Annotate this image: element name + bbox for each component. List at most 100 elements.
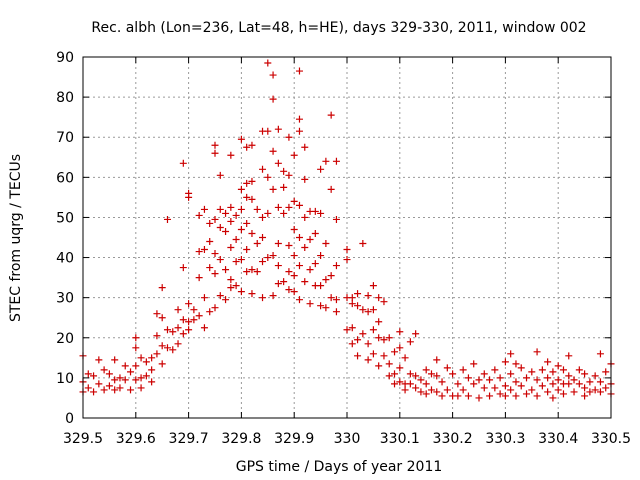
data-point xyxy=(132,376,140,384)
data-point xyxy=(322,157,330,165)
data-point xyxy=(185,300,193,308)
data-point xyxy=(237,225,245,233)
data-point xyxy=(512,360,520,368)
data-point xyxy=(211,270,219,278)
data-point xyxy=(391,380,399,388)
data-point xyxy=(206,308,214,316)
data-point xyxy=(449,370,457,378)
y-tick-label: 30 xyxy=(56,291,74,307)
data-point xyxy=(433,388,441,396)
data-point xyxy=(417,376,425,384)
data-points xyxy=(79,59,615,402)
data-point xyxy=(206,219,214,227)
data-point xyxy=(153,332,161,340)
x-tick-label: 330.3 xyxy=(485,431,525,447)
data-point xyxy=(200,324,208,332)
data-point xyxy=(269,292,277,300)
data-point xyxy=(332,296,340,304)
y-tick-label: 60 xyxy=(56,170,74,186)
data-point xyxy=(327,272,335,280)
data-point xyxy=(232,236,240,244)
data-point xyxy=(464,392,472,400)
data-point xyxy=(401,354,409,362)
data-point xyxy=(105,370,113,378)
data-point xyxy=(322,304,330,312)
data-point xyxy=(216,223,224,231)
data-point xyxy=(369,350,377,358)
data-point xyxy=(200,294,208,302)
data-point xyxy=(554,376,562,384)
data-point xyxy=(248,177,256,185)
data-point xyxy=(132,334,140,342)
data-point xyxy=(322,240,330,248)
data-point xyxy=(311,229,319,237)
y-tick-label: 0 xyxy=(65,411,74,427)
data-point xyxy=(354,352,362,360)
data-point xyxy=(433,372,441,380)
data-point xyxy=(327,294,335,302)
data-point xyxy=(544,358,552,366)
data-point xyxy=(565,372,573,380)
data-point xyxy=(248,266,256,274)
data-point xyxy=(301,278,309,286)
data-point xyxy=(385,360,393,368)
data-point xyxy=(243,143,251,151)
data-point xyxy=(237,288,245,296)
data-point xyxy=(311,260,319,268)
data-point xyxy=(237,185,245,193)
data-point xyxy=(385,334,393,342)
data-point xyxy=(227,244,235,252)
data-point xyxy=(480,384,488,392)
data-point xyxy=(343,326,351,334)
data-point xyxy=(285,171,293,179)
data-point xyxy=(412,330,420,338)
data-point xyxy=(169,328,177,336)
data-point xyxy=(586,378,594,386)
data-point xyxy=(153,350,161,358)
data-point xyxy=(295,296,303,304)
data-point xyxy=(195,312,203,320)
data-point xyxy=(290,252,298,260)
data-point xyxy=(317,282,325,290)
data-point xyxy=(470,380,478,388)
data-point xyxy=(290,272,298,280)
data-point xyxy=(248,229,256,237)
data-point xyxy=(375,294,383,302)
data-point xyxy=(565,380,573,388)
x-tick-label: 330.4 xyxy=(538,431,578,447)
data-point xyxy=(295,67,303,75)
data-point xyxy=(507,350,515,358)
data-point xyxy=(227,276,235,284)
data-point xyxy=(243,246,251,254)
data-point xyxy=(322,276,330,284)
data-point xyxy=(348,294,356,302)
data-point xyxy=(348,324,356,332)
data-point xyxy=(211,250,219,258)
data-point xyxy=(195,211,203,219)
data-point xyxy=(264,254,272,262)
data-point xyxy=(332,308,340,316)
data-point xyxy=(301,175,309,183)
data-point xyxy=(269,71,277,79)
data-point xyxy=(295,201,303,209)
data-point xyxy=(216,171,224,179)
data-point xyxy=(290,288,298,296)
data-point xyxy=(317,252,325,260)
data-point xyxy=(486,392,494,400)
data-point xyxy=(95,356,103,364)
data-point xyxy=(348,300,356,308)
data-point xyxy=(185,318,193,326)
data-point xyxy=(200,205,208,213)
y-tick-label: 40 xyxy=(56,251,74,267)
data-point xyxy=(259,213,267,221)
data-point xyxy=(554,386,562,394)
data-point xyxy=(591,372,599,380)
data-point xyxy=(216,256,224,264)
data-point xyxy=(142,358,150,366)
data-point xyxy=(596,350,604,358)
data-point xyxy=(259,294,267,302)
data-point xyxy=(559,390,567,398)
data-point xyxy=(596,378,604,386)
data-point xyxy=(369,326,377,334)
